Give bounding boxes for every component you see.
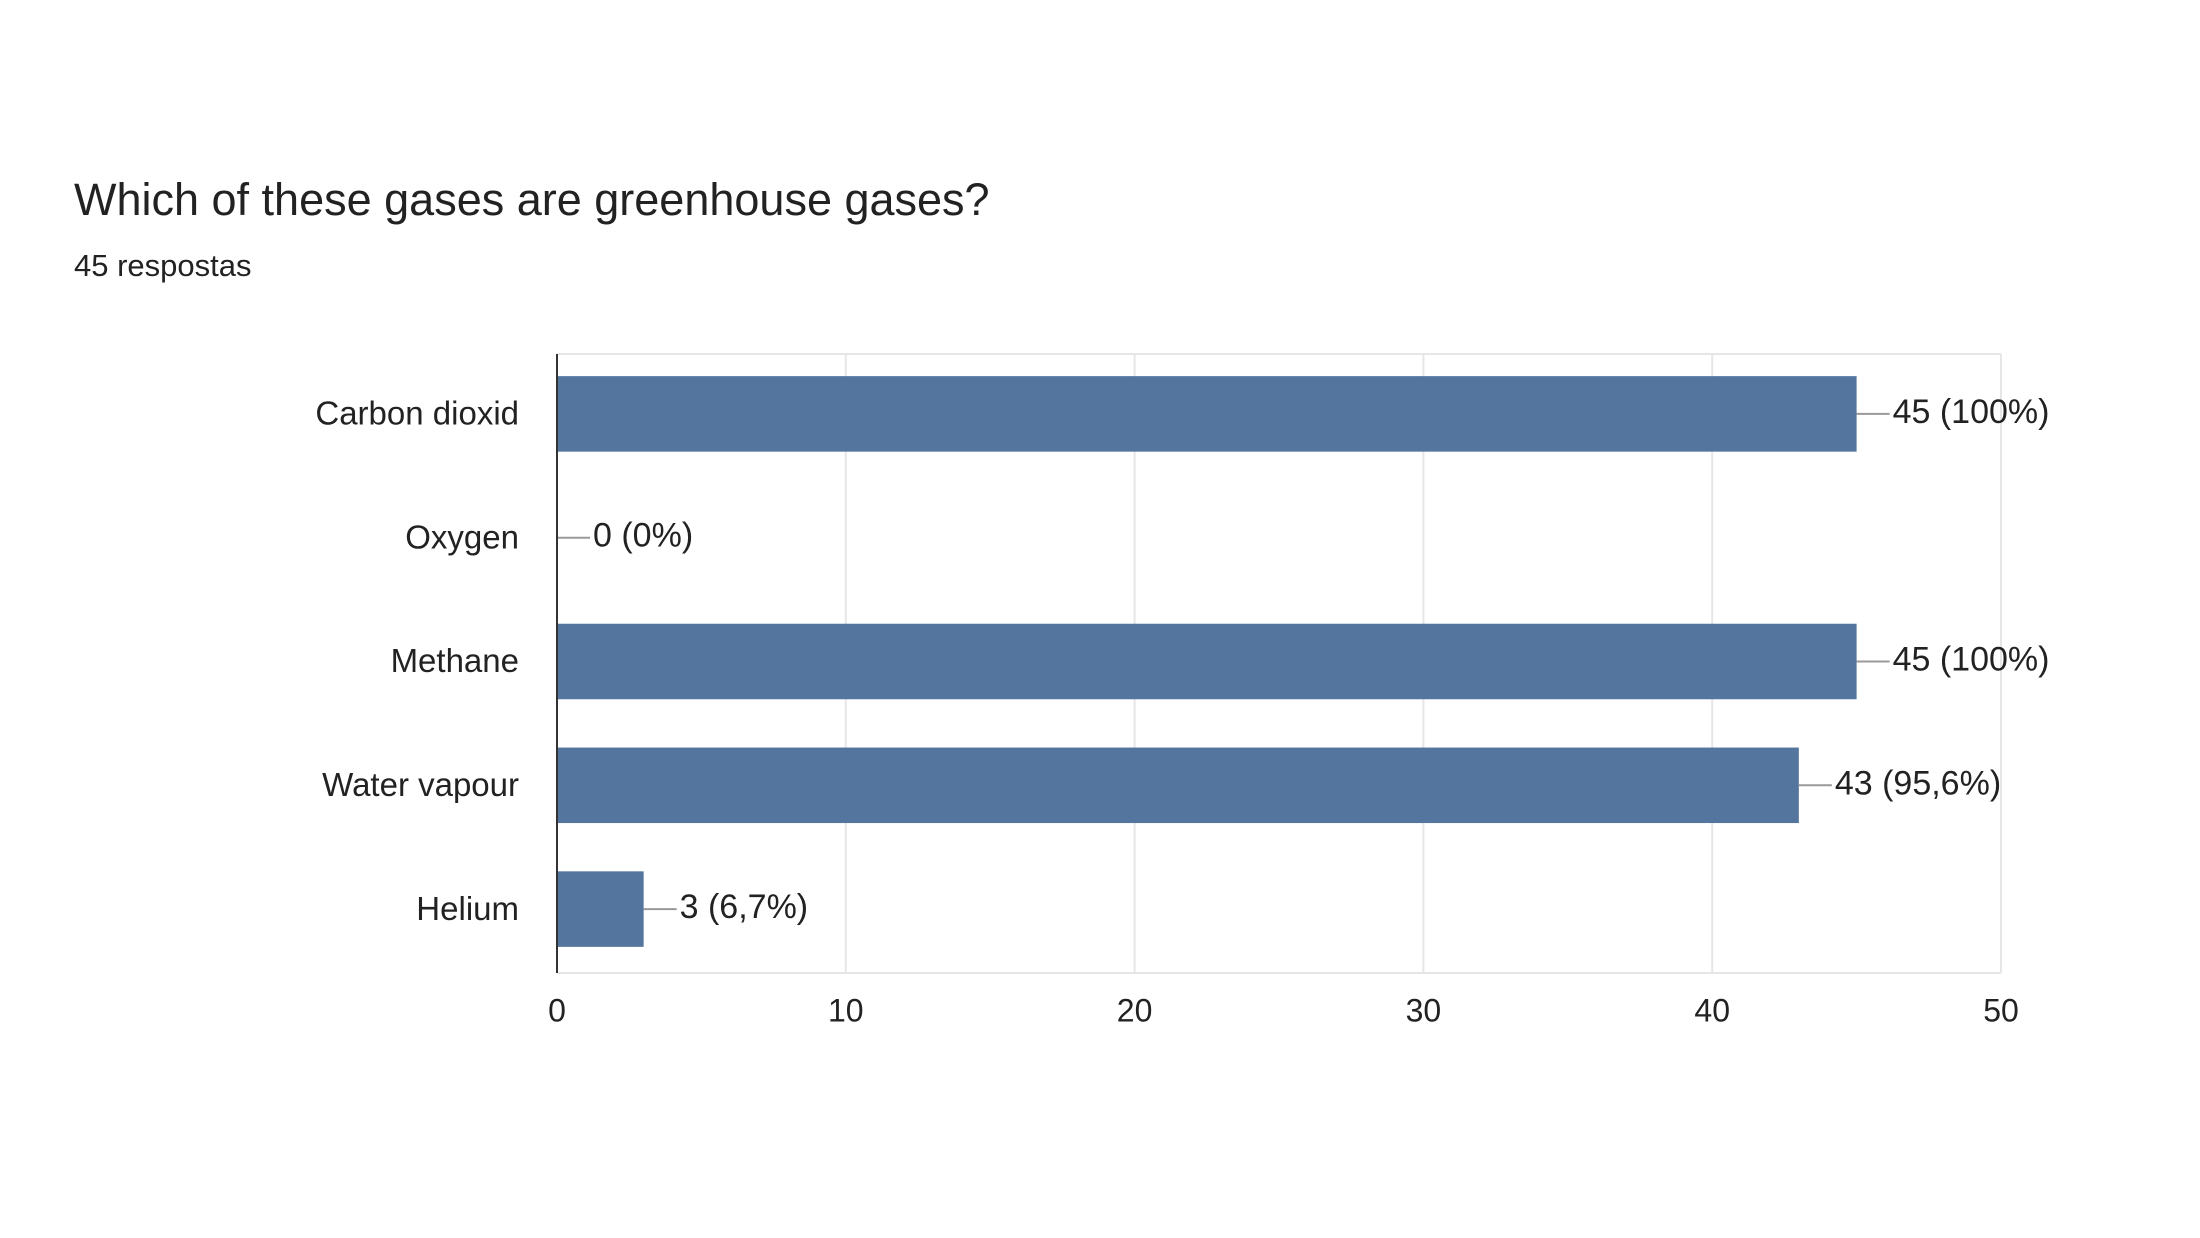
value-label: 3 (6,7%) (680, 888, 809, 926)
value-label: 45 (100%) (1893, 640, 2050, 678)
value-label: 43 (95,6%) (1835, 764, 2001, 802)
y-tick-label: Helium (416, 890, 519, 927)
y-tick-label: Water vapour (322, 766, 519, 803)
x-tick-label: 0 (548, 992, 566, 1028)
y-tick-label: Carbon dioxid (315, 395, 519, 432)
marks: Carbon dioxid 45 (100%) Oxygen 0 (0%) Methan… (315, 376, 2049, 947)
x-tick-label: 30 (1406, 992, 1442, 1028)
y-tick-label: Oxygen (405, 518, 519, 555)
y-tick-label: Methane (391, 642, 519, 679)
bar (557, 871, 644, 947)
bar (557, 376, 1857, 452)
x-tick-label: 10 (828, 992, 864, 1028)
value-label: 45 (100%) (1893, 393, 2050, 431)
chart-title: Which of these gases are greenhouse gase… (74, 174, 990, 225)
value-label: 0 (0%) (593, 517, 693, 555)
bar (557, 747, 1799, 824)
bar (557, 623, 1857, 700)
x-tick-label: 40 (1694, 992, 1730, 1028)
chart-subtitle: 45 respostas (74, 248, 252, 283)
x-tick-label: 20 (1117, 992, 1153, 1028)
x-tick-label: 50 (1983, 992, 2019, 1028)
